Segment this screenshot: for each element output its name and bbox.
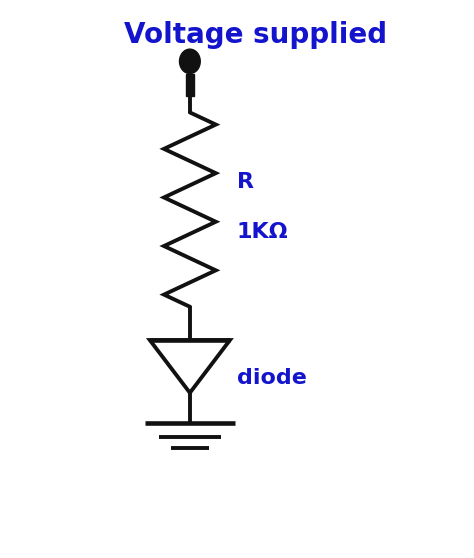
Polygon shape [150,340,230,393]
Bar [186,74,194,96]
Text: 1KΩ: 1KΩ [237,222,289,242]
Circle shape [180,49,200,74]
Text: diode: diode [237,368,307,388]
Text: R: R [237,172,254,192]
Text: Voltage supplied: Voltage supplied [124,21,387,49]
